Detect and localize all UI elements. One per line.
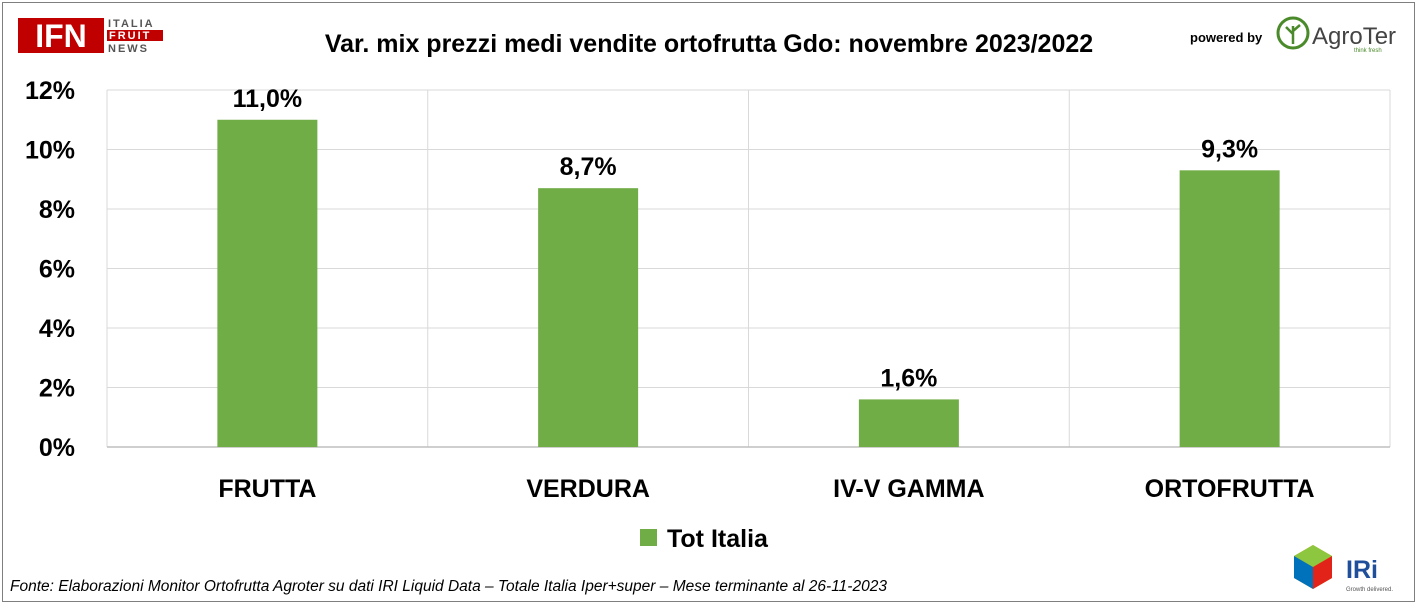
y-tick-label: 8% [39,196,75,224]
ifn-logo: IFN ITALIA FRUIT NEWS [18,18,163,55]
bar [217,119,318,447]
data-label: 11,0% [233,85,303,113]
y-tick-label: 0% [39,434,75,462]
bar [538,188,639,448]
y-tick-label: 2% [39,375,75,403]
data-label-layer: 11,0% 8,7% 1,6% 9,3% [233,85,1259,393]
ifn-logo-line-3: NEWS [108,43,149,55]
source-note: Fonte: Elaborazioni Monitor Ortofrutta A… [10,578,887,595]
iri-wordmark: IRi [1346,556,1378,584]
iri-logo: IRi Growth delivered. [1294,545,1393,593]
legend-swatch [640,529,657,546]
ifn-logo-fruit-bar [107,30,163,41]
grid-layer [106,89,1391,448]
data-label: 9,3% [1201,135,1258,163]
y-axis: 0% 2% 4% 6% 8% 10% 12% [25,77,75,462]
ifn-logo-mark: IFN [35,18,87,54]
bar [858,399,959,447]
x-tick-label: ORTOFRUTTA [1145,475,1315,503]
ifn-logo-line-1: ITALIA [108,18,155,30]
agroter-logo: AgroTer think fresh [1276,16,1396,54]
data-label: 1,6% [880,364,937,392]
x-axis: FRUTTA VERDURA IV-V GAMMA ORTOFRUTTA [218,475,1314,503]
y-tick-label: 4% [39,315,75,343]
agroter-tagline: think fresh [1354,48,1382,54]
x-tick-label: VERDURA [526,475,650,503]
x-tick-label: FRUTTA [218,475,316,503]
bar [1179,170,1280,447]
powered-by-label: powered by [1190,30,1263,45]
chart-title: Var. mix prezzi medi vendite ortofrutta … [325,30,1093,58]
agroter-tree-icon [1285,24,1301,44]
y-tick-label: 6% [39,256,75,284]
iri-cube-left [1294,556,1313,589]
legend: Tot Italia [640,525,769,553]
bar-layer [217,119,1280,448]
ifn-logo-badge [18,18,104,53]
x-tick-label: IV-V GAMMA [833,475,984,503]
y-tick-label: 12% [25,77,75,105]
iri-cube-right [1313,556,1332,589]
y-tick-label: 10% [25,137,75,165]
legend-label: Tot Italia [667,525,769,553]
agroter-wordmark: AgroTer [1312,23,1396,50]
iri-tagline: Growth delivered. [1346,587,1393,593]
data-label: 8,7% [560,153,617,181]
ifn-logo-line-2: FRUIT [109,30,151,42]
